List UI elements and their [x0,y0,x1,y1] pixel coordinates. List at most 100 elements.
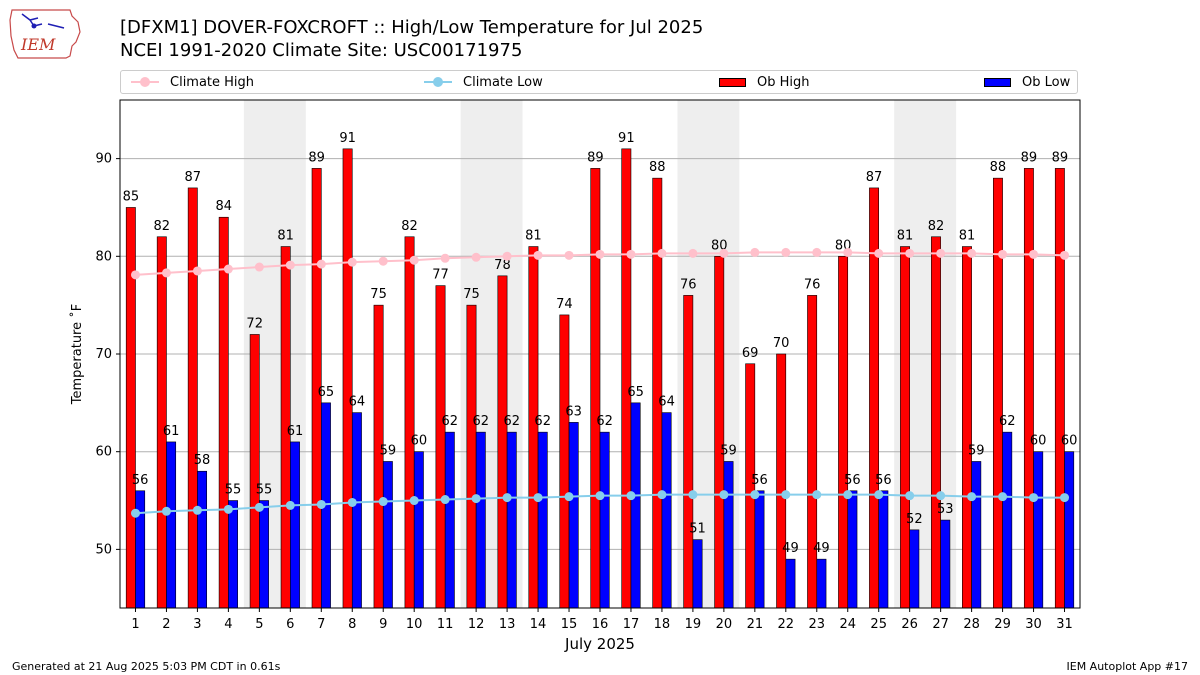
xtick-label-5: 5 [255,617,263,632]
ob-low-bar-29 [1002,431,1013,609]
chart-title: [DFXM1] DOVER-FOXCROFT :: High/Low Tempe… [120,17,704,38]
xtick-label-12: 12 [468,617,485,632]
climate-low-point-18 [657,490,667,500]
climate-low-point-29 [998,492,1008,502]
climate-low-point-26 [905,491,915,501]
ob-high-label-1: 85 [123,189,140,204]
ob-high-bar-20 [714,256,725,609]
xtick-label-19: 19 [685,617,702,632]
climate-high-point-2 [161,268,171,278]
climate-low-point-17 [626,491,636,501]
legend-swatch-ob-low [984,77,1011,87]
xtick-label-23: 23 [809,617,826,632]
ob-high-label-3: 87 [185,170,202,185]
xtick-label-16: 16 [592,617,609,632]
ob-low-label-1: 56 [132,473,149,488]
xtick-label-11: 11 [437,617,454,632]
ob-high-label-8: 91 [339,131,356,146]
climate-low-point-19 [688,490,698,500]
ob-high-bar-4 [218,216,229,609]
climate-high-point-22 [781,247,791,257]
ob-high-label-27: 82 [928,219,945,234]
xtick-label-25: 25 [870,617,887,632]
footer-app: IEM Autoplot App #17 [1066,660,1189,673]
climate-high-point-5 [254,262,264,272]
climate-high-point-7 [316,259,326,269]
ob-low-bar-19 [692,539,703,609]
ob-low-bar-25 [878,490,889,609]
climate-high-point-16 [595,249,605,259]
legend-item-ob-low: Ob Low [984,71,1070,93]
ob-high-label-6: 81 [277,229,294,244]
ob-low-label-11: 62 [442,414,459,429]
ob-low-bar-12 [475,431,486,609]
ob-high-label-28: 81 [959,229,976,244]
ob-high-label-29: 88 [990,160,1007,175]
ob-low-label-29: 62 [999,414,1016,429]
xtick-label-29: 29 [994,617,1011,632]
ob-high-bar-17 [621,148,632,609]
climate-high-point-9 [378,256,388,266]
ob-low-label-17: 65 [627,385,644,400]
ob-low-bar-6 [290,441,300,609]
climate-high-point-6 [285,260,295,270]
climate-high-point-11 [440,253,450,263]
climate-low-point-10 [409,496,419,506]
ob-low-label-26: 52 [906,512,923,527]
ob-high-label-25: 87 [866,170,883,185]
ob-high-label-26: 81 [897,229,914,244]
ytick-label-90: 90 [95,152,112,167]
ob-high-label-10: 82 [401,219,418,234]
legend-swatch-ob-high [719,77,746,87]
ob-low-label-21: 56 [751,473,768,488]
legend-label-climate-low: Climate Low [463,74,543,90]
footer-generated: Generated at 21 Aug 2025 5:03 PM CDT in … [12,660,281,673]
xtick-label-28: 28 [963,617,980,632]
ob-high-label-21: 69 [742,346,759,361]
ob-low-label-19: 51 [689,522,706,537]
climate-low-point-20 [719,490,729,500]
ob-low-label-25: 56 [875,473,892,488]
ob-low-label-4: 55 [225,483,242,498]
climate-high-point-14 [533,250,543,260]
climate-low-point-24 [843,490,853,500]
climate-high-point-4 [223,264,233,274]
climate-low-point-8 [347,497,357,507]
climate-low-point-16 [595,491,605,501]
climate-high-point-3 [192,266,202,276]
ob-low-bar-5 [259,500,269,609]
ob-high-label-5: 72 [246,316,263,331]
logo-text: IEM [20,35,56,54]
ob-low-label-7: 65 [318,385,335,400]
climate-low-point-6 [285,500,295,510]
xtick-label-3: 3 [193,617,201,632]
ob-low-bar-3 [197,470,208,609]
climate-low-point-23 [812,490,822,500]
xtick-label-4: 4 [224,617,232,632]
ob-high-label-22: 70 [773,336,790,351]
xtick-label-31: 31 [1056,617,1073,632]
climate-high-point-30 [1029,249,1039,259]
y-axis-label: Temperature ˚F [69,304,85,405]
climate-low-point-14 [533,493,543,503]
climate-low-point-21 [750,490,760,500]
climate-low-point-13 [502,493,512,503]
ob-high-bar-29 [992,177,1003,609]
xtick-label-15: 15 [561,617,578,632]
ob-low-bar-15 [568,422,579,609]
climate-high-point-29 [998,249,1008,259]
legend-swatch-climate-low [424,77,452,87]
ob-high-bar-18 [652,177,663,609]
ob-high-label-15: 74 [556,297,573,312]
xtick-label-27: 27 [932,617,949,632]
ob-high-bar-28 [962,246,972,609]
ob-low-label-15: 63 [565,404,582,419]
ob-low-bar-8 [351,412,362,609]
ob-low-label-18: 64 [658,395,675,410]
ob-low-bar-23 [816,558,827,609]
ob-high-label-18: 88 [649,160,666,175]
ob-high-label-14: 81 [525,229,542,244]
climate-high-point-20 [719,248,729,258]
climate-low-point-30 [1029,493,1039,503]
climate-low-point-25 [874,490,884,500]
